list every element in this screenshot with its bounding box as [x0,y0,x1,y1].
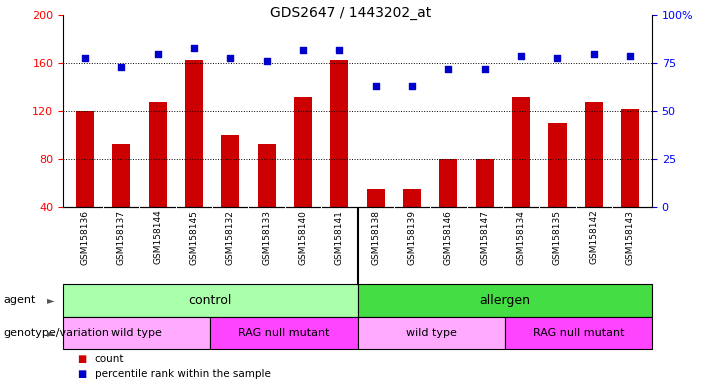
Text: GSM158140: GSM158140 [299,210,308,265]
Text: GSM158139: GSM158139 [407,210,416,265]
Text: ■: ■ [77,369,86,379]
Point [334,47,345,53]
Bar [403,189,421,207]
Point [443,66,454,72]
Bar [548,123,566,207]
Text: GSM158133: GSM158133 [262,210,271,265]
Bar [367,189,385,207]
Text: GSM158137: GSM158137 [117,210,125,265]
Text: RAG null mutant: RAG null mutant [533,328,624,338]
Bar [358,317,505,349]
Point [515,53,526,59]
Text: GSM158143: GSM158143 [625,210,634,265]
Bar [476,159,494,207]
Bar [621,109,639,207]
Text: GSM158144: GSM158144 [153,210,162,265]
Point [625,53,636,59]
Point [407,83,418,89]
Text: GSM158132: GSM158132 [226,210,235,265]
Point [225,55,236,61]
Point [479,66,490,72]
Bar [330,60,348,207]
Text: allergen: allergen [479,294,530,307]
Bar [440,159,458,207]
Point [116,64,127,70]
Text: genotype/variation: genotype/variation [4,328,109,338]
Bar [222,136,239,207]
Text: GSM158138: GSM158138 [372,210,380,265]
Text: control: control [189,294,232,307]
Text: RAG null mutant: RAG null mutant [238,328,329,338]
Point [189,45,200,51]
Text: GSM158134: GSM158134 [517,210,526,265]
Bar [257,144,275,207]
Bar [149,102,167,207]
Bar [76,111,94,207]
Text: GSM158141: GSM158141 [335,210,343,265]
Bar [185,60,203,207]
Text: GSM158142: GSM158142 [590,210,598,265]
Point [79,55,90,61]
Text: ►: ► [47,295,55,306]
Point [261,58,272,65]
Bar [358,284,652,317]
Bar [585,102,603,207]
Text: count: count [95,354,124,364]
Bar [210,317,358,349]
Bar [63,317,210,349]
Point [152,51,163,57]
Bar [505,317,652,349]
Bar [112,144,130,207]
Text: GDS2647 / 1443202_at: GDS2647 / 1443202_at [270,6,431,20]
Point [370,83,381,89]
Text: GSM158145: GSM158145 [189,210,198,265]
Text: wild type: wild type [111,328,162,338]
Bar [63,284,358,317]
Bar [512,97,530,207]
Text: agent: agent [4,295,36,306]
Text: GSM158136: GSM158136 [81,210,90,265]
Text: percentile rank within the sample: percentile rank within the sample [95,369,271,379]
Point [297,47,308,53]
Bar [294,97,312,207]
Text: ►: ► [47,328,55,338]
Text: GSM158135: GSM158135 [553,210,562,265]
Point [588,51,599,57]
Text: GSM158147: GSM158147 [480,210,489,265]
Text: ■: ■ [77,354,86,364]
Text: GSM158146: GSM158146 [444,210,453,265]
Text: wild type: wild type [406,328,456,338]
Point [552,55,563,61]
